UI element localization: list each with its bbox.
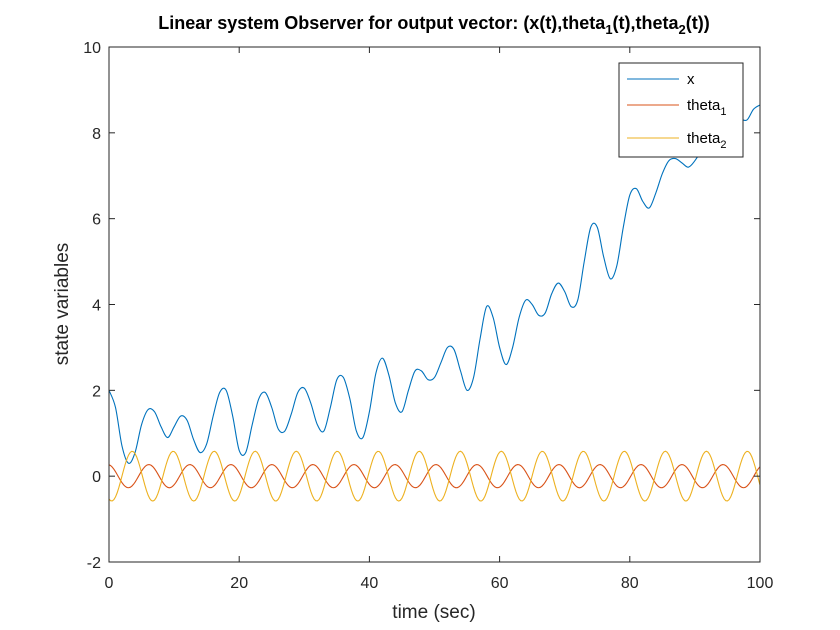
title-part-2: (t),theta (613, 13, 680, 33)
y-tick-label-0: -2 (87, 555, 101, 572)
x-ticks: 0 20 40 60 80 100 (105, 47, 774, 592)
legend-label-x: x (687, 71, 695, 88)
x-tick-label-5: 100 (747, 575, 774, 592)
legend-label-theta-1: theta1 (687, 97, 727, 118)
y-tick-label-6: 10 (83, 40, 101, 57)
y-tick-label-1: 0 (92, 469, 101, 486)
x-tick-label-3: 60 (491, 575, 509, 592)
chart-title: Linear system Observer for output vector… (158, 13, 710, 37)
title-subscript-2: 2 (679, 22, 686, 37)
y-tick-label-2: 2 (92, 383, 101, 400)
y-tick-label-4: 6 (92, 212, 101, 229)
series-layer (108, 100, 761, 502)
x-axis-label: time (sec) (392, 602, 475, 623)
legend-label-theta-2: theta2 (687, 130, 727, 151)
series-line-x (108, 100, 761, 464)
title-part-1: Linear system Observer for output vector… (158, 13, 606, 33)
legend: x theta1 theta2 (618, 62, 744, 158)
x-tick-label-4: 80 (621, 575, 639, 592)
x-tick-label-0: 0 (105, 575, 114, 592)
title-subscript-1: 1 (605, 22, 612, 37)
y-ticks: -2 0 2 4 6 8 10 (83, 40, 760, 572)
series-line-theta-1 (108, 464, 761, 489)
x-tick-label-1: 20 (230, 575, 248, 592)
y-axis-label: state variables (52, 243, 73, 366)
y-tick-label-3: 4 (92, 298, 101, 315)
title-part-3: (t)) (686, 13, 710, 33)
y-tick-label-5: 8 (92, 126, 101, 143)
x-tick-label-2: 40 (361, 575, 379, 592)
series-line-theta-2 (108, 450, 761, 502)
